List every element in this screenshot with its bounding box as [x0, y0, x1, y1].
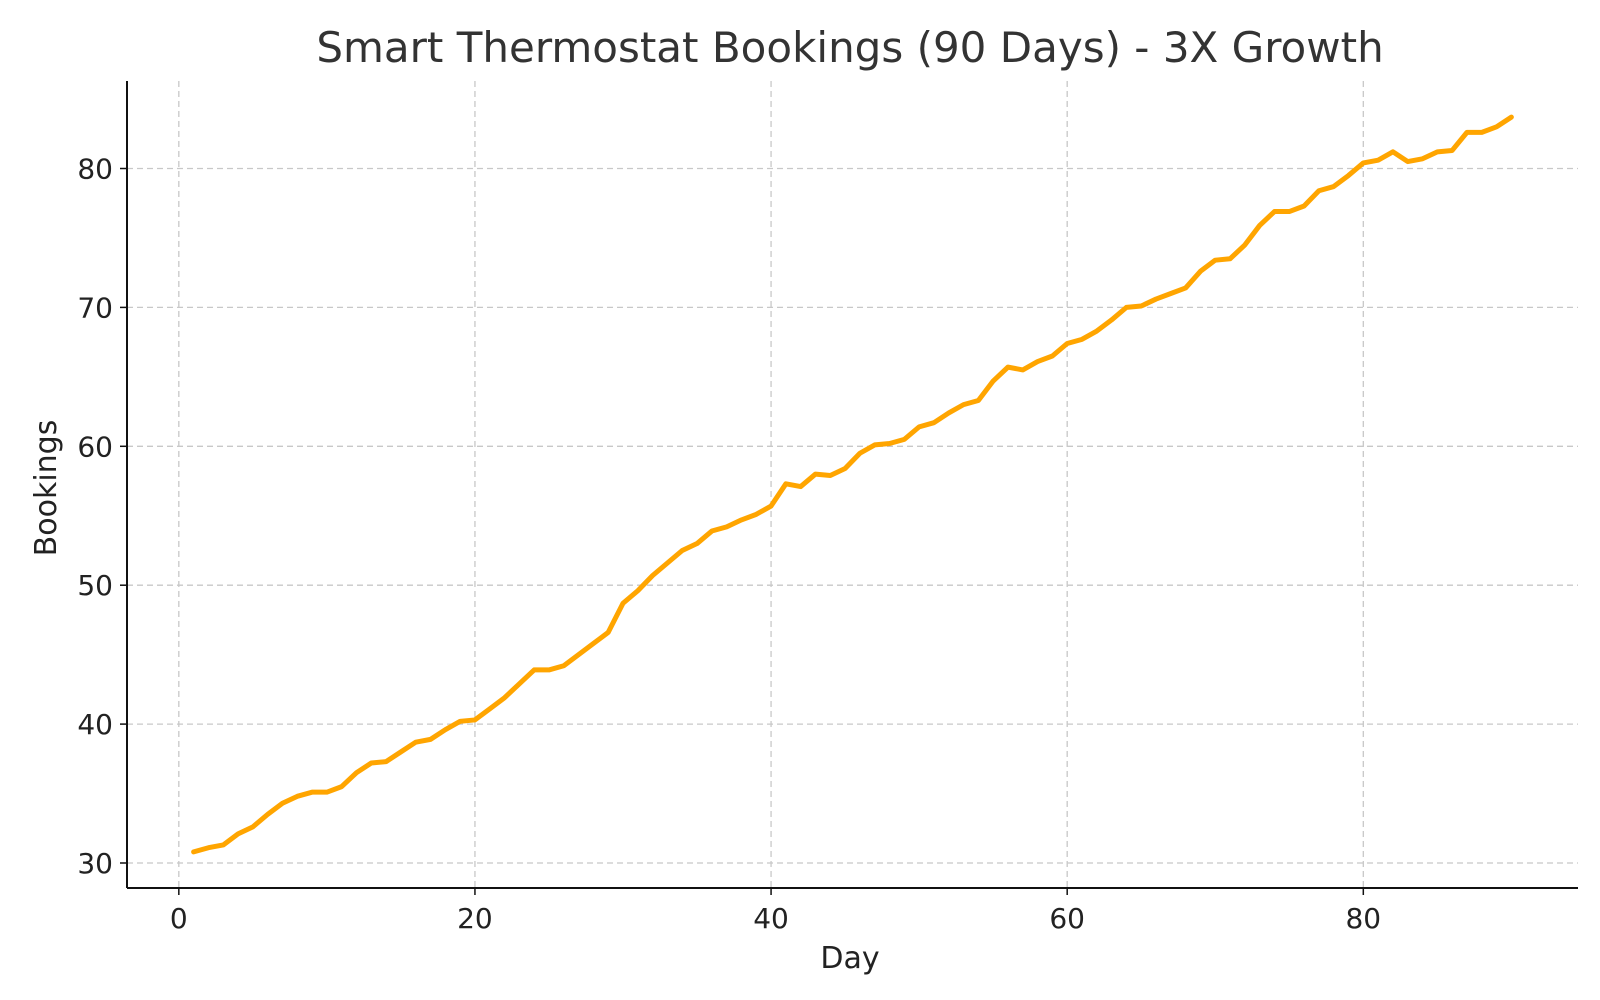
x-tick-label: 0 — [170, 902, 188, 935]
series-layer — [191, 114, 1514, 855]
y-tick-label: 60 — [77, 430, 113, 463]
y-tick-label: 50 — [77, 569, 113, 602]
axes-layer — [126, 81, 1578, 889]
y-axis-label: Bookings — [29, 420, 64, 557]
series-line — [191, 114, 1514, 855]
y-tick-label: 80 — [77, 153, 113, 186]
grid-layer — [127, 81, 1578, 888]
y-tick-label: 30 — [77, 847, 113, 880]
chart-title: Smart Thermostat Bookings (90 Days) - 3X… — [316, 23, 1383, 72]
x-tick-label: 40 — [753, 902, 789, 935]
x-tick-label: 80 — [1345, 902, 1381, 935]
ticks-layer: 0 20 40 60 80 30 40 50 60 70 80 — [77, 153, 1381, 935]
y-tick-label: 40 — [77, 708, 113, 741]
y-tick-label: 70 — [77, 291, 113, 324]
x-tick-label: 20 — [457, 902, 493, 935]
x-axis-label: Day — [820, 941, 879, 976]
x-tick-label: 60 — [1049, 902, 1085, 935]
